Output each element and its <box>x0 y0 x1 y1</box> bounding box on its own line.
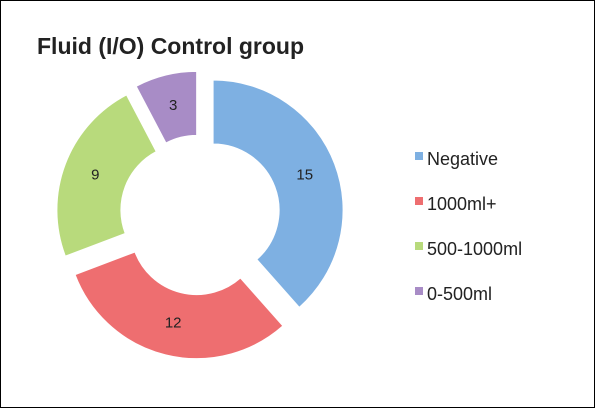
legend-swatch <box>415 152 423 160</box>
legend-label: 1000ml+ <box>427 194 497 214</box>
donut-segment <box>74 251 284 360</box>
chart-title: Fluid (I/O) Control group <box>37 33 304 59</box>
donut-segment <box>56 94 157 257</box>
legend-label: Negative <box>427 149 498 169</box>
data-label: 12 <box>165 315 182 332</box>
legend-label: 500-1000ml <box>427 239 522 259</box>
data-label: 15 <box>296 166 313 183</box>
donut-segment <box>212 79 344 309</box>
legend-label: 0-500ml <box>427 284 492 304</box>
donut-segment <box>135 70 198 144</box>
data-label: 9 <box>91 166 99 183</box>
legend-swatch <box>415 242 423 250</box>
data-label: 3 <box>169 97 177 114</box>
legend-swatch <box>415 197 423 205</box>
legend-swatch <box>415 287 423 295</box>
